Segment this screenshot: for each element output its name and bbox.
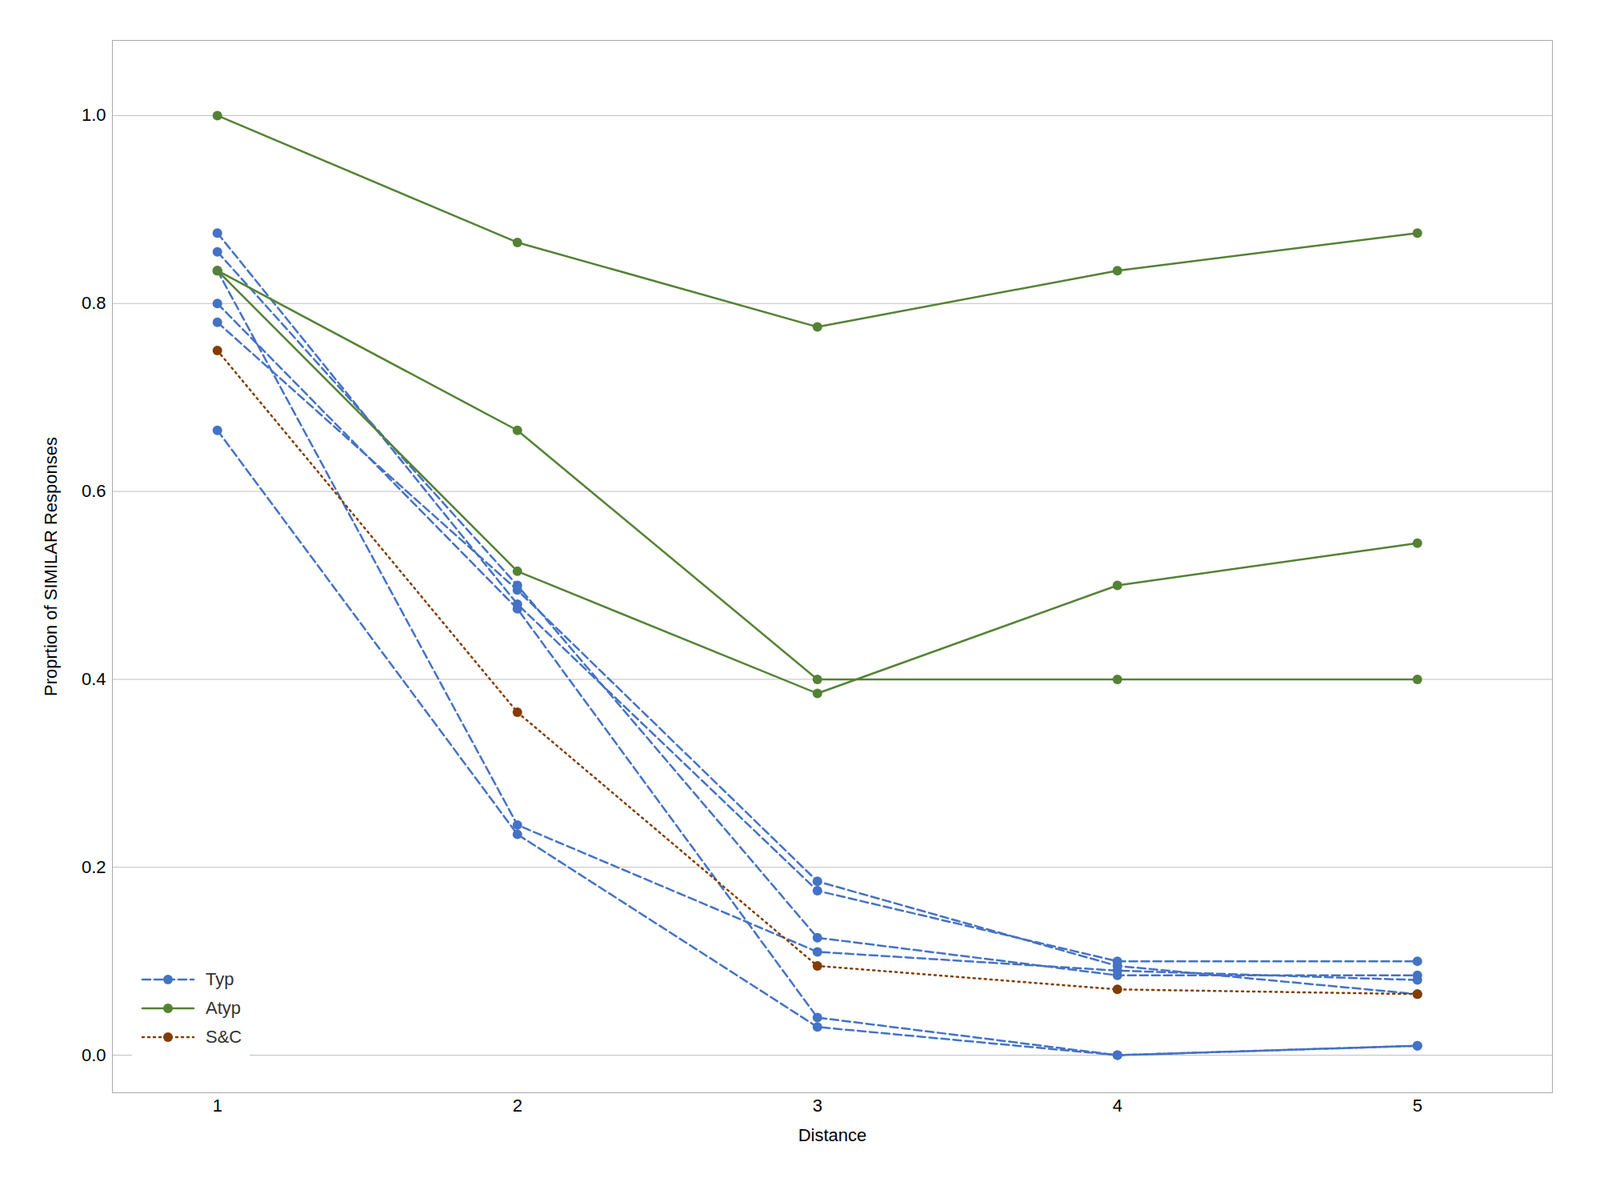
svg-text:0.2: 0.2 bbox=[81, 856, 107, 877]
html-text:Typ: Typ bbox=[205, 968, 234, 989]
svg-text:0.4: 0.4 bbox=[81, 668, 107, 689]
svg-text:0.0: 0.0 bbox=[81, 1044, 107, 1065]
svg-text:1.0: 1.0 bbox=[81, 104, 107, 125]
html-text:Atyp: Atyp bbox=[205, 997, 241, 1018]
svg-text:1: 1 bbox=[212, 1095, 223, 1116]
html-text:S&C: S&C bbox=[205, 1026, 242, 1047]
svg-text:2: 2 bbox=[512, 1095, 523, 1116]
svg-text:5: 5 bbox=[1412, 1095, 1423, 1116]
svg-text:Proprtion of SIMILAR Responses: Proprtion of SIMILAR Responses bbox=[40, 436, 61, 696]
svg-text:4: 4 bbox=[1112, 1095, 1123, 1116]
svg-text:0.8: 0.8 bbox=[81, 292, 107, 313]
svg-text:3: 3 bbox=[812, 1095, 823, 1116]
svg-text:0.6: 0.6 bbox=[81, 480, 107, 501]
svg-text:Distance: Distance bbox=[798, 1124, 868, 1145]
